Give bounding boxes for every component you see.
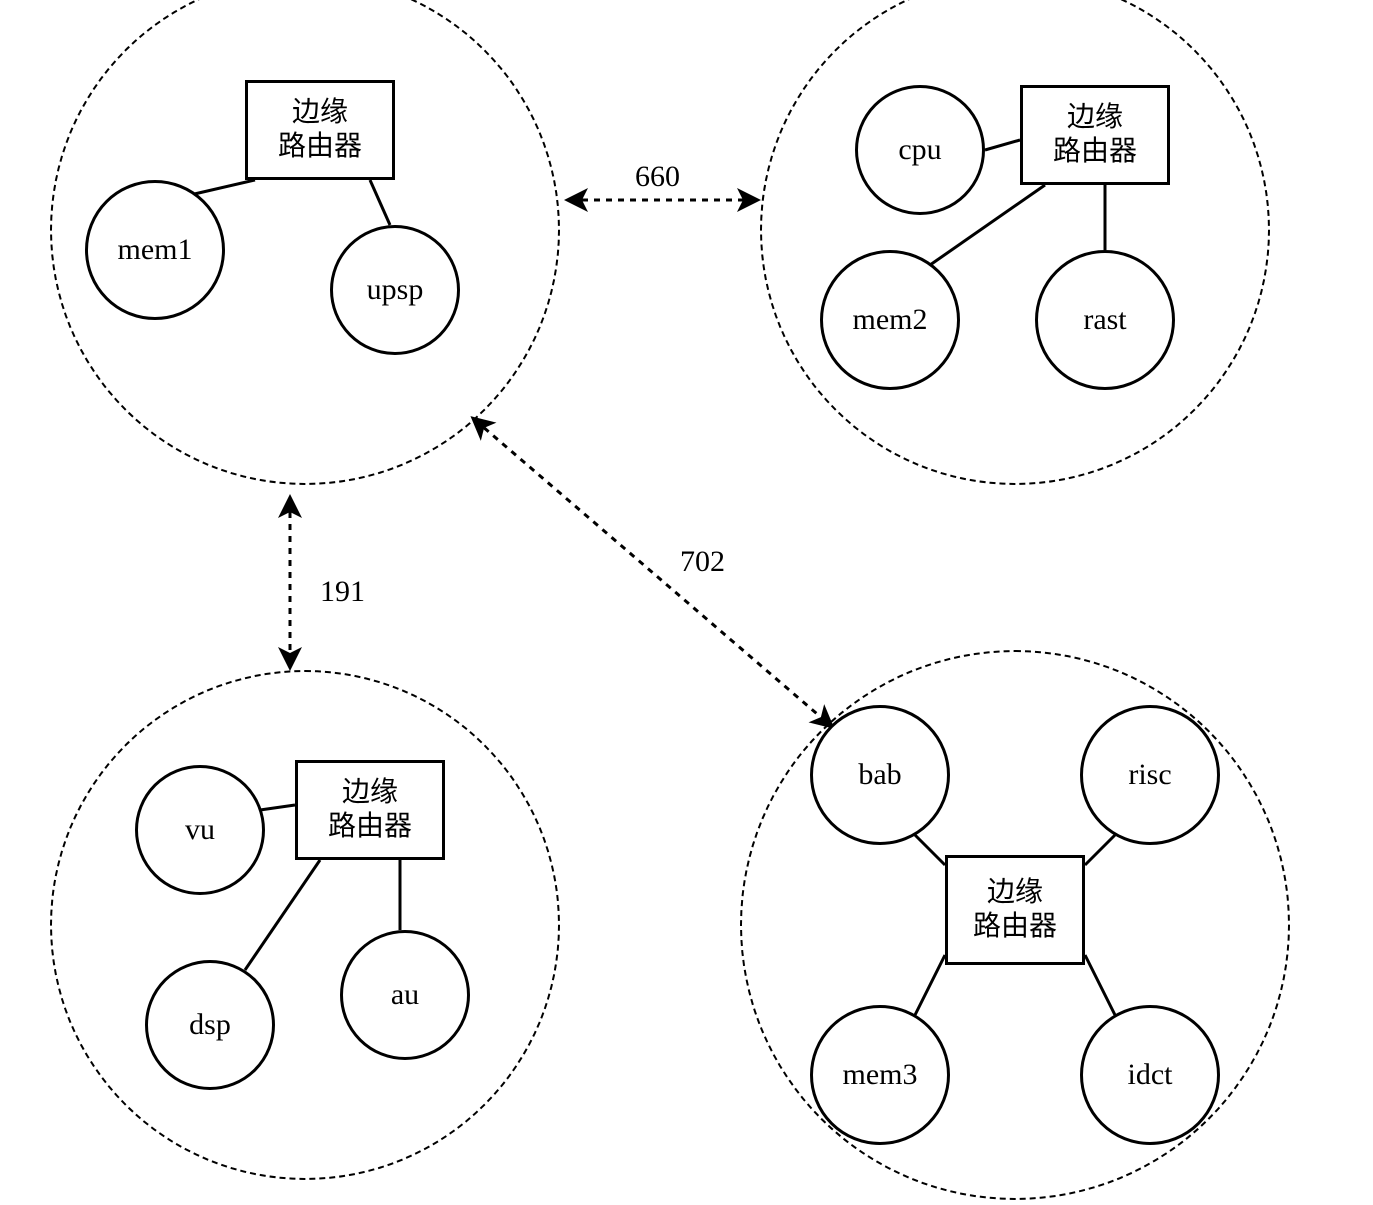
node-label: bab bbox=[858, 758, 901, 792]
inter-edge-e14 bbox=[475, 420, 830, 725]
router-label-line1: 边缘 bbox=[1067, 101, 1123, 135]
node-label: idct bbox=[1128, 1058, 1173, 1092]
node-label: risc bbox=[1128, 758, 1171, 792]
node-label: upsp bbox=[367, 273, 424, 307]
node-label: vu bbox=[185, 813, 215, 847]
edge-router-r3: 边缘路由器 bbox=[295, 760, 445, 860]
router-label-line2: 路由器 bbox=[1053, 135, 1137, 169]
node-rast: rast bbox=[1035, 250, 1175, 390]
node-upsp: upsp bbox=[330, 225, 460, 355]
router-label-line2: 路由器 bbox=[973, 910, 1057, 944]
cluster-c3 bbox=[50, 670, 560, 1180]
router-label-line1: 边缘 bbox=[292, 96, 348, 130]
node-label: rast bbox=[1083, 303, 1126, 337]
node-dsp: dsp bbox=[145, 960, 275, 1090]
node-idct: idct bbox=[1080, 1005, 1220, 1145]
diagram-canvas: 边缘路由器边缘路由器边缘路由器边缘路由器 mem1upspcpumem2rast… bbox=[0, 0, 1373, 1205]
router-label-line2: 路由器 bbox=[328, 810, 412, 844]
node-label: mem3 bbox=[843, 1058, 918, 1092]
node-label: cpu bbox=[898, 133, 941, 167]
node-mem1: mem1 bbox=[85, 180, 225, 320]
node-label: mem2 bbox=[853, 303, 928, 337]
edge-router-r2: 边缘路由器 bbox=[1020, 85, 1170, 185]
node-label: mem1 bbox=[118, 233, 193, 267]
edge-router-r1: 边缘路由器 bbox=[245, 80, 395, 180]
edge-label-e14: 702 bbox=[680, 545, 725, 579]
node-cpu: cpu bbox=[855, 85, 985, 215]
node-risc: risc bbox=[1080, 705, 1220, 845]
router-label-line2: 路由器 bbox=[278, 130, 362, 164]
node-vu: vu bbox=[135, 765, 265, 895]
node-bab: bab bbox=[810, 705, 950, 845]
node-au: au bbox=[340, 930, 470, 1060]
edge-router-r4: 边缘路由器 bbox=[945, 855, 1085, 965]
edge-label-e12: 660 bbox=[635, 160, 680, 194]
node-mem3: mem3 bbox=[810, 1005, 950, 1145]
node-label: dsp bbox=[189, 1008, 231, 1042]
node-label: au bbox=[391, 978, 419, 1012]
router-label-line1: 边缘 bbox=[987, 876, 1043, 910]
node-mem2: mem2 bbox=[820, 250, 960, 390]
edge-label-e13: 191 bbox=[320, 575, 365, 609]
router-label-line1: 边缘 bbox=[342, 776, 398, 810]
